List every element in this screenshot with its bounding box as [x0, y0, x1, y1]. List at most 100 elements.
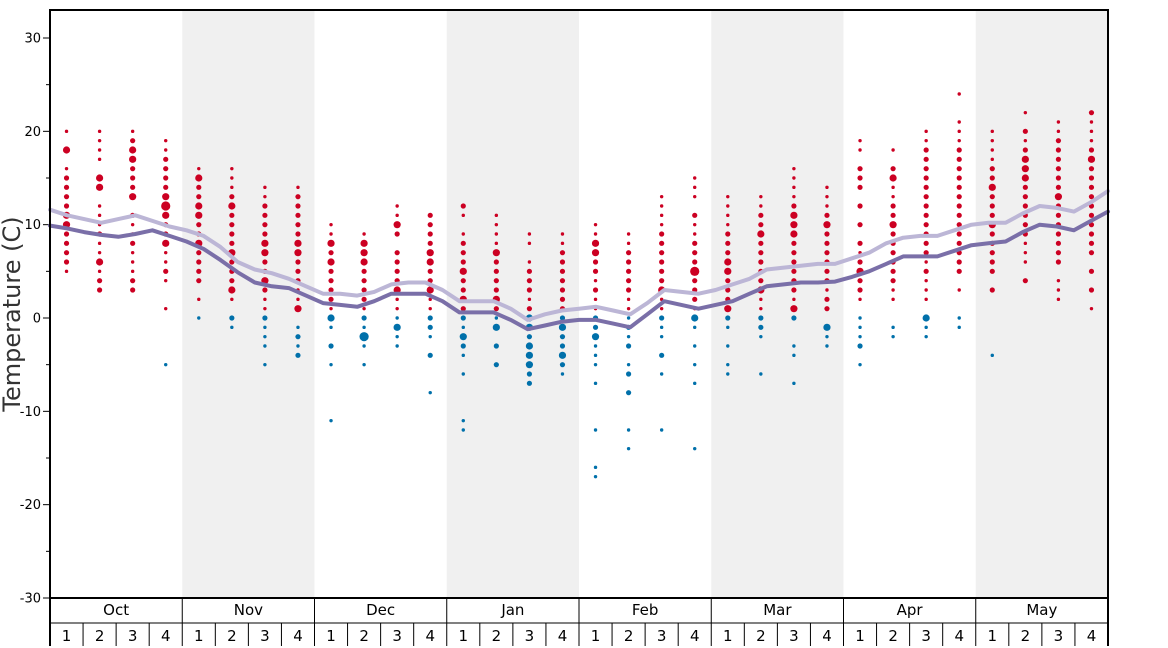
temperature-point	[196, 259, 202, 265]
temperature-point	[923, 184, 929, 190]
temperature-point	[460, 287, 466, 293]
temperature-point	[858, 138, 862, 143]
temperature-point	[427, 352, 433, 358]
temperature-point	[1023, 250, 1028, 255]
temperature-point	[792, 344, 796, 348]
temperature-point	[792, 353, 796, 358]
temperature-point	[1089, 129, 1094, 134]
temperature-point	[559, 315, 566, 321]
week-label: 1	[855, 627, 865, 645]
temperature-point	[560, 232, 565, 236]
temperature-point	[494, 213, 499, 218]
temperature-point	[1055, 259, 1062, 265]
temperature-point	[526, 287, 533, 293]
month-bands	[182, 10, 1108, 598]
temperature-point	[359, 332, 369, 342]
temperature-point	[263, 325, 267, 330]
temperature-point	[163, 175, 169, 181]
temperature-point	[924, 129, 928, 134]
temperature-point	[1056, 297, 1061, 302]
temperature-point	[891, 185, 895, 190]
week-label: 4	[293, 627, 303, 645]
temperature-point	[461, 428, 465, 432]
temperature-point	[460, 250, 466, 256]
temperature-point	[130, 287, 136, 293]
month-band	[182, 10, 315, 598]
temperature-point	[725, 287, 731, 293]
temperature-point	[824, 306, 830, 312]
temperature-point	[294, 305, 302, 313]
temperature-point	[162, 211, 170, 219]
temperature-point	[361, 268, 367, 274]
temperature-point	[923, 250, 929, 256]
temperature-point	[1055, 138, 1062, 144]
week-label: 2	[227, 627, 237, 645]
temperature-point	[758, 212, 764, 218]
temperature-point	[693, 362, 697, 367]
temperature-point	[64, 269, 69, 274]
temperature-point	[130, 129, 135, 134]
week-label: 3	[789, 627, 799, 645]
temperature-point	[230, 166, 234, 171]
temperature-point	[395, 297, 399, 302]
temperature-point	[956, 147, 962, 153]
temperature-point	[294, 239, 302, 247]
temperature-point	[923, 212, 929, 218]
temperature-point	[726, 194, 730, 199]
temperature-point	[197, 297, 201, 302]
temperature-point	[558, 323, 567, 331]
temperature-point	[725, 240, 731, 246]
temperature-point	[725, 278, 731, 284]
temperature-point	[591, 249, 600, 257]
temperature-point	[295, 231, 301, 237]
temperature-point	[857, 222, 863, 228]
week-label: 1	[459, 627, 469, 645]
temperature-point	[1023, 260, 1028, 264]
y-tick-label: -20	[20, 498, 41, 513]
temperature-point	[626, 297, 631, 302]
y-tick-label: -10	[20, 405, 41, 420]
temperature-point	[493, 343, 499, 349]
temperature-point	[1055, 231, 1062, 237]
temperature-point	[394, 250, 400, 256]
temperature-point	[460, 343, 466, 349]
temperature-point	[1088, 268, 1095, 274]
month-band	[711, 10, 844, 598]
temperature-point	[890, 166, 896, 172]
temperature-point	[659, 372, 664, 376]
temperature-point	[693, 325, 697, 330]
temperature-point	[525, 342, 534, 350]
temperature-point	[63, 240, 70, 246]
temperature-point	[790, 305, 798, 313]
temperature-point	[459, 267, 467, 275]
temperature-point	[825, 204, 829, 208]
temperature-point	[63, 231, 70, 237]
temperature-point	[1056, 288, 1061, 292]
temperature-point	[526, 268, 533, 274]
temperature-point	[1055, 175, 1062, 181]
temperature-point	[494, 241, 499, 246]
y-tick-label: 30	[24, 32, 41, 47]
week-label: 3	[260, 627, 270, 645]
temperature-point	[493, 259, 499, 265]
temperature-point	[460, 259, 466, 265]
temperature-point	[988, 183, 996, 191]
temperature-point	[1021, 174, 1029, 182]
temperature-point	[693, 344, 697, 348]
temperature-point	[329, 325, 333, 330]
temperature-point	[825, 334, 829, 339]
temperature-point	[625, 371, 632, 377]
temperature-point	[493, 306, 499, 312]
temperature-point	[163, 156, 169, 162]
y-tick-label: 0	[33, 312, 41, 327]
temperature-point	[130, 175, 136, 181]
temperature-point	[395, 344, 399, 348]
temperature-point	[492, 323, 500, 331]
temperature-point	[230, 176, 234, 180]
temperature-point	[693, 446, 697, 451]
temperature-point	[63, 250, 70, 256]
temperature-point	[428, 306, 432, 311]
temperature-point	[693, 232, 697, 236]
temperature-point	[758, 222, 764, 228]
temperature-point	[726, 344, 730, 348]
